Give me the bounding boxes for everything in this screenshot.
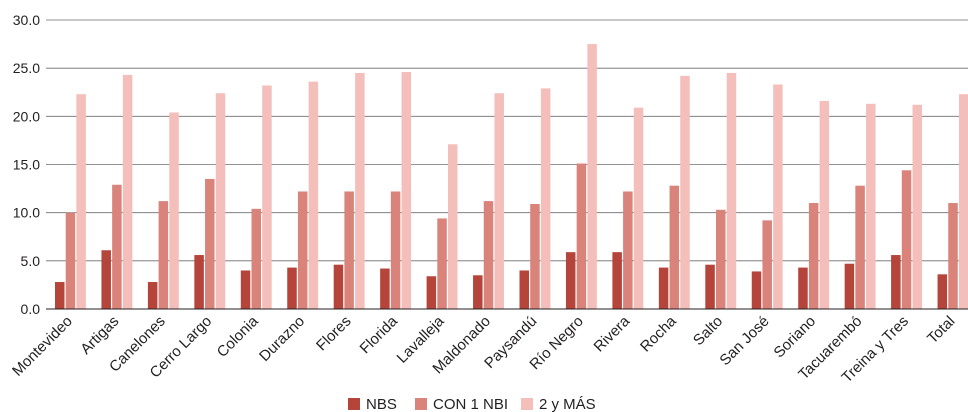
x-tick-label-19: Total (924, 313, 958, 347)
legend-item-con-1-nbi: CON 1 NBI (415, 396, 508, 412)
bar-2-y-m-s-6 (355, 72, 365, 309)
bar-con-1-nbi-4 (251, 208, 261, 309)
bar-nbs-5 (287, 267, 297, 309)
bar-2-y-m-s-15 (773, 84, 783, 309)
bar-nbs-12 (612, 252, 622, 309)
bar-con-1-nbi-10 (530, 204, 540, 309)
bar-con-1-nbi-19 (948, 203, 958, 309)
bar-con-1-nbi-0 (65, 212, 76, 309)
x-tick-label-14: Salto (690, 313, 726, 349)
bar-2-y-m-s-1 (122, 74, 133, 309)
bar-2-y-m-s-8 (448, 144, 458, 309)
bar-nbs-2 (147, 282, 158, 309)
legend-swatch-con-1-nbi (415, 398, 427, 410)
legend-label-2-y-mas: 2 y MÁS (539, 396, 596, 412)
bar-nbs-0 (55, 282, 65, 309)
bar-2-y-m-s-12 (633, 107, 644, 309)
y-axis-tick-labels: 0.0 5.0 10.0 15.0 20.0 25.0 30.0 (13, 12, 40, 317)
bar-2-y-m-s-14 (726, 72, 737, 309)
bar-con-1-nbi-1 (112, 184, 122, 309)
bar-nbs-1 (101, 250, 111, 309)
y-tick-label-3: 15.0 (13, 157, 40, 173)
y-tick-label-5: 25.0 (13, 60, 40, 76)
bar-nbs-15 (751, 271, 762, 309)
bar-con-1-nbi-14 (716, 209, 726, 309)
legend-item-2-y-mas: 2 y MÁS (521, 396, 596, 412)
y-tick-label-6: 30.0 (13, 12, 40, 28)
y-tick-label-2: 10.0 (13, 205, 40, 221)
y-tick-label-4: 20.0 (13, 108, 40, 124)
bar-2-y-m-s-18 (912, 104, 922, 310)
bar-2-y-m-s-9 (494, 93, 504, 310)
bar-nbs-14 (705, 264, 715, 309)
bar-2-y-m-s-10 (540, 88, 551, 310)
y-tick-label-0: 0.0 (21, 301, 41, 317)
x-tick-label-5: Durazno (256, 313, 308, 365)
bar-2-y-m-s-5 (308, 81, 319, 310)
bar-nbs-11 (565, 252, 576, 309)
bar-con-1-nbi-11 (576, 163, 587, 309)
x-tick-label-6: Flores (313, 313, 354, 354)
x-tick-label-15: San José (716, 313, 772, 369)
legend-label-nbs: NBS (366, 396, 397, 412)
bar-con-1-nbi-8 (437, 218, 447, 309)
x-tick-label-1: Artigas (77, 313, 122, 358)
bar-con-1-nbi-13 (669, 185, 680, 309)
bar-con-1-nbi-15 (762, 220, 772, 309)
x-tick-label-7: Florida (357, 312, 402, 357)
legend: NBS CON 1 NBI 2 y MÁS (348, 396, 596, 412)
bar-2-y-m-s-11 (587, 44, 597, 309)
grid-lines (46, 19, 968, 262)
bar-con-1-nbi-2 (158, 201, 169, 309)
bars (55, 44, 968, 310)
bar-nbs-6 (333, 264, 344, 309)
bar-con-1-nbi-17 (855, 185, 865, 309)
x-tick-label-13: Rocha (637, 312, 680, 355)
bar-con-1-nbi-6 (344, 191, 354, 309)
bar-nbs-16 (798, 267, 808, 309)
bar-2-y-m-s-4 (262, 85, 272, 309)
bar-2-y-m-s-16 (819, 100, 830, 309)
bar-nbs-13 (658, 267, 669, 309)
bar-2-y-m-s-7 (401, 72, 412, 310)
x-tick-label-4: Colonia (214, 312, 262, 360)
bar-nbs-4 (240, 270, 251, 309)
legend-label-con-1-nbi: CON 1 NBI (433, 396, 508, 412)
bar-con-1-nbi-9 (483, 201, 494, 309)
bar-con-1-nbi-3 (205, 178, 215, 309)
bar-nbs-19 (937, 274, 948, 309)
bar-con-1-nbi-16 (808, 203, 819, 309)
bar-con-1-nbi-7 (390, 191, 401, 309)
bar-2-y-m-s-2 (169, 112, 179, 309)
bar-con-1-nbi-18 (901, 170, 912, 309)
y-tick-label-1: 5.0 (21, 253, 41, 269)
x-tick-label-12: Rivera (591, 312, 634, 355)
bar-nbs-3 (194, 255, 204, 309)
bar-2-y-m-s-3 (215, 93, 226, 310)
bar-nbs-10 (519, 270, 529, 309)
bar-nbs-17 (844, 263, 855, 309)
bar-nbs-18 (891, 255, 901, 309)
x-tick-label-0: Montevideo (9, 313, 76, 380)
bar-2-y-m-s-17 (866, 103, 876, 309)
bar-nbs-9 (473, 275, 483, 309)
bar-2-y-m-s-0 (76, 94, 86, 310)
bar-2-y-m-s-19 (958, 94, 968, 310)
bar-con-1-nbi-12 (623, 191, 633, 309)
bar-con-1-nbi-5 (297, 191, 308, 309)
bar-2-y-m-s-13 (680, 75, 690, 310)
legend-item-nbs: NBS (348, 396, 397, 412)
bar-nbs-8 (426, 276, 437, 309)
legend-swatch-nbs (348, 398, 360, 410)
bar-nbs-7 (380, 268, 390, 309)
legend-swatch-2-y-mas (521, 398, 533, 410)
